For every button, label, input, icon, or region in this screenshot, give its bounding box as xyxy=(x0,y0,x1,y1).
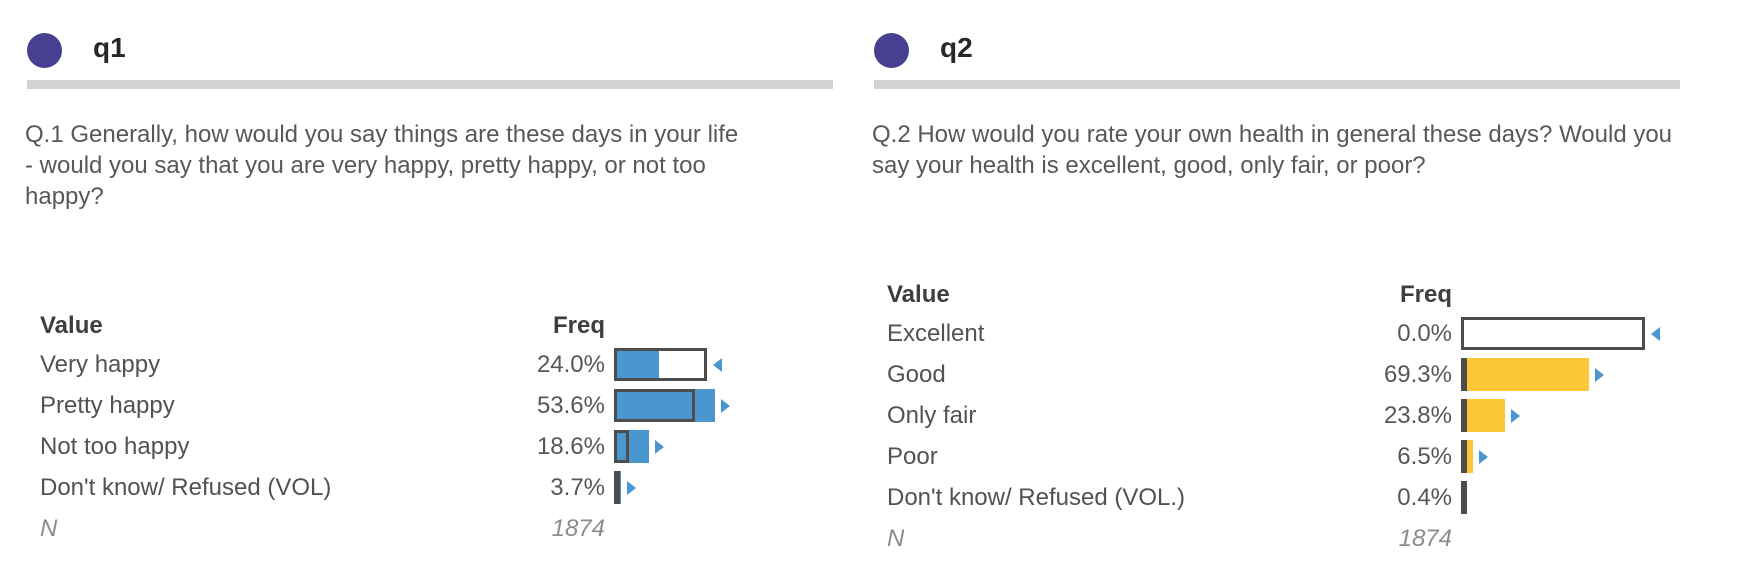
freq-value: 0.4% xyxy=(1397,483,1452,511)
table-row: Not too happy 18.6% xyxy=(25,426,837,467)
freq-value: 18.6% xyxy=(536,432,605,460)
table-header-row: Value Freq xyxy=(25,308,837,344)
reference-box xyxy=(1461,399,1467,432)
frequency-table: Value Freq Very happy 24.0% Pretty happy… xyxy=(25,308,837,549)
variable-alias: q1 xyxy=(93,32,126,63)
value-label: Don't know/ Refused (VOL.) xyxy=(887,483,1186,511)
freq-bar xyxy=(1461,317,1681,350)
freq-value: 24.0% xyxy=(536,350,605,378)
frequency-table: Value Freq Excellent 0.0% Good 69.3% Onl… xyxy=(872,277,1684,559)
freq-bar xyxy=(1461,399,1681,432)
value-label: Very happy xyxy=(40,350,161,378)
value-label: Poor xyxy=(887,442,938,470)
comparison-arrow-icon xyxy=(1594,367,1604,382)
freq-value: 53.6% xyxy=(536,391,605,419)
header-divider xyxy=(27,80,833,89)
table-row: Excellent 0.0% xyxy=(872,313,1684,354)
freq-bar xyxy=(1461,358,1681,391)
value-label: Don't know/ Refused (VOL) xyxy=(40,473,332,501)
question-text: Q.1 Generally, how would you say things … xyxy=(25,121,739,210)
comparison-arrow-icon xyxy=(1651,326,1660,341)
comparison-arrow-icon xyxy=(712,357,722,372)
value-label: Good xyxy=(887,360,946,388)
question-text: Q.2 How would you rate your own health i… xyxy=(872,121,1673,179)
bar-fill xyxy=(614,389,715,422)
table-row: Only fair 23.8% xyxy=(872,395,1684,436)
bar-fill xyxy=(614,348,660,381)
n-label: N xyxy=(887,524,905,552)
value-label: Pretty happy xyxy=(40,391,175,419)
reference-box xyxy=(614,471,620,504)
value-label: Excellent xyxy=(887,319,985,347)
freq-value: 0.0% xyxy=(1397,319,1452,347)
freq-column-header: Freq xyxy=(1399,281,1452,308)
freq-value: 3.7% xyxy=(550,473,605,501)
comparison-arrow-icon xyxy=(1478,449,1488,464)
card-header: q1 xyxy=(25,0,837,89)
bar-fill xyxy=(614,430,649,463)
question-card-q1[interactable]: q1 Q.1 Generally, how would you say thin… xyxy=(25,0,837,549)
freq-bar xyxy=(614,430,834,463)
n-value: 1874 xyxy=(551,514,605,542)
n-label: N xyxy=(40,514,58,542)
bar-fill xyxy=(1461,358,1589,391)
reference-box xyxy=(1461,317,1645,350)
variable-type-icon xyxy=(874,33,909,68)
value-label: Not too happy xyxy=(40,432,190,460)
table-row: Don't know/ Refused (VOL) 3.7% xyxy=(25,467,837,508)
table-row: Good 69.3% xyxy=(872,354,1684,395)
freq-bar xyxy=(1461,440,1681,473)
variable-type-icon xyxy=(27,33,62,68)
sample-size-row: N 1874 xyxy=(872,518,1684,559)
table-row: Don't know/ Refused (VOL.) 0.4% xyxy=(872,477,1684,518)
value-column-header: Value xyxy=(887,281,950,308)
table-row: Pretty happy 53.6% xyxy=(25,385,837,426)
freq-value: 69.3% xyxy=(1383,360,1452,388)
bar-fill xyxy=(1461,399,1505,432)
reference-box xyxy=(1461,440,1467,473)
reference-box xyxy=(1461,358,1467,391)
comparison-arrow-icon xyxy=(654,439,664,454)
reference-box xyxy=(1461,481,1467,514)
table-row: Poor 6.5% xyxy=(872,436,1684,477)
reference-box xyxy=(614,430,630,463)
header-divider xyxy=(874,80,1680,89)
value-column-header: Value xyxy=(40,312,103,339)
comparison-arrow-icon xyxy=(626,480,636,495)
comparison-arrow-icon xyxy=(1510,408,1520,423)
table-row: Very happy 24.0% xyxy=(25,344,837,385)
freq-bar xyxy=(614,348,834,381)
question-card-q2[interactable]: q2 Q.2 How would you rate your own healt… xyxy=(872,0,1684,559)
freq-bar xyxy=(614,389,834,422)
freq-bar xyxy=(614,471,834,504)
sample-size-row: N 1874 xyxy=(25,508,837,549)
reference-box xyxy=(614,348,707,381)
variable-alias: q2 xyxy=(940,32,973,63)
n-value: 1874 xyxy=(1398,524,1452,552)
comparison-arrow-icon xyxy=(720,398,730,413)
value-label: Only fair xyxy=(887,401,977,429)
table-header-row: Value Freq xyxy=(872,277,1684,313)
freq-column-header: Freq xyxy=(552,312,605,339)
freq-bar xyxy=(1461,481,1681,514)
freq-value: 23.8% xyxy=(1383,401,1452,429)
freq-value: 6.5% xyxy=(1397,442,1452,470)
card-header: q2 xyxy=(872,0,1684,89)
reference-box xyxy=(614,389,695,422)
